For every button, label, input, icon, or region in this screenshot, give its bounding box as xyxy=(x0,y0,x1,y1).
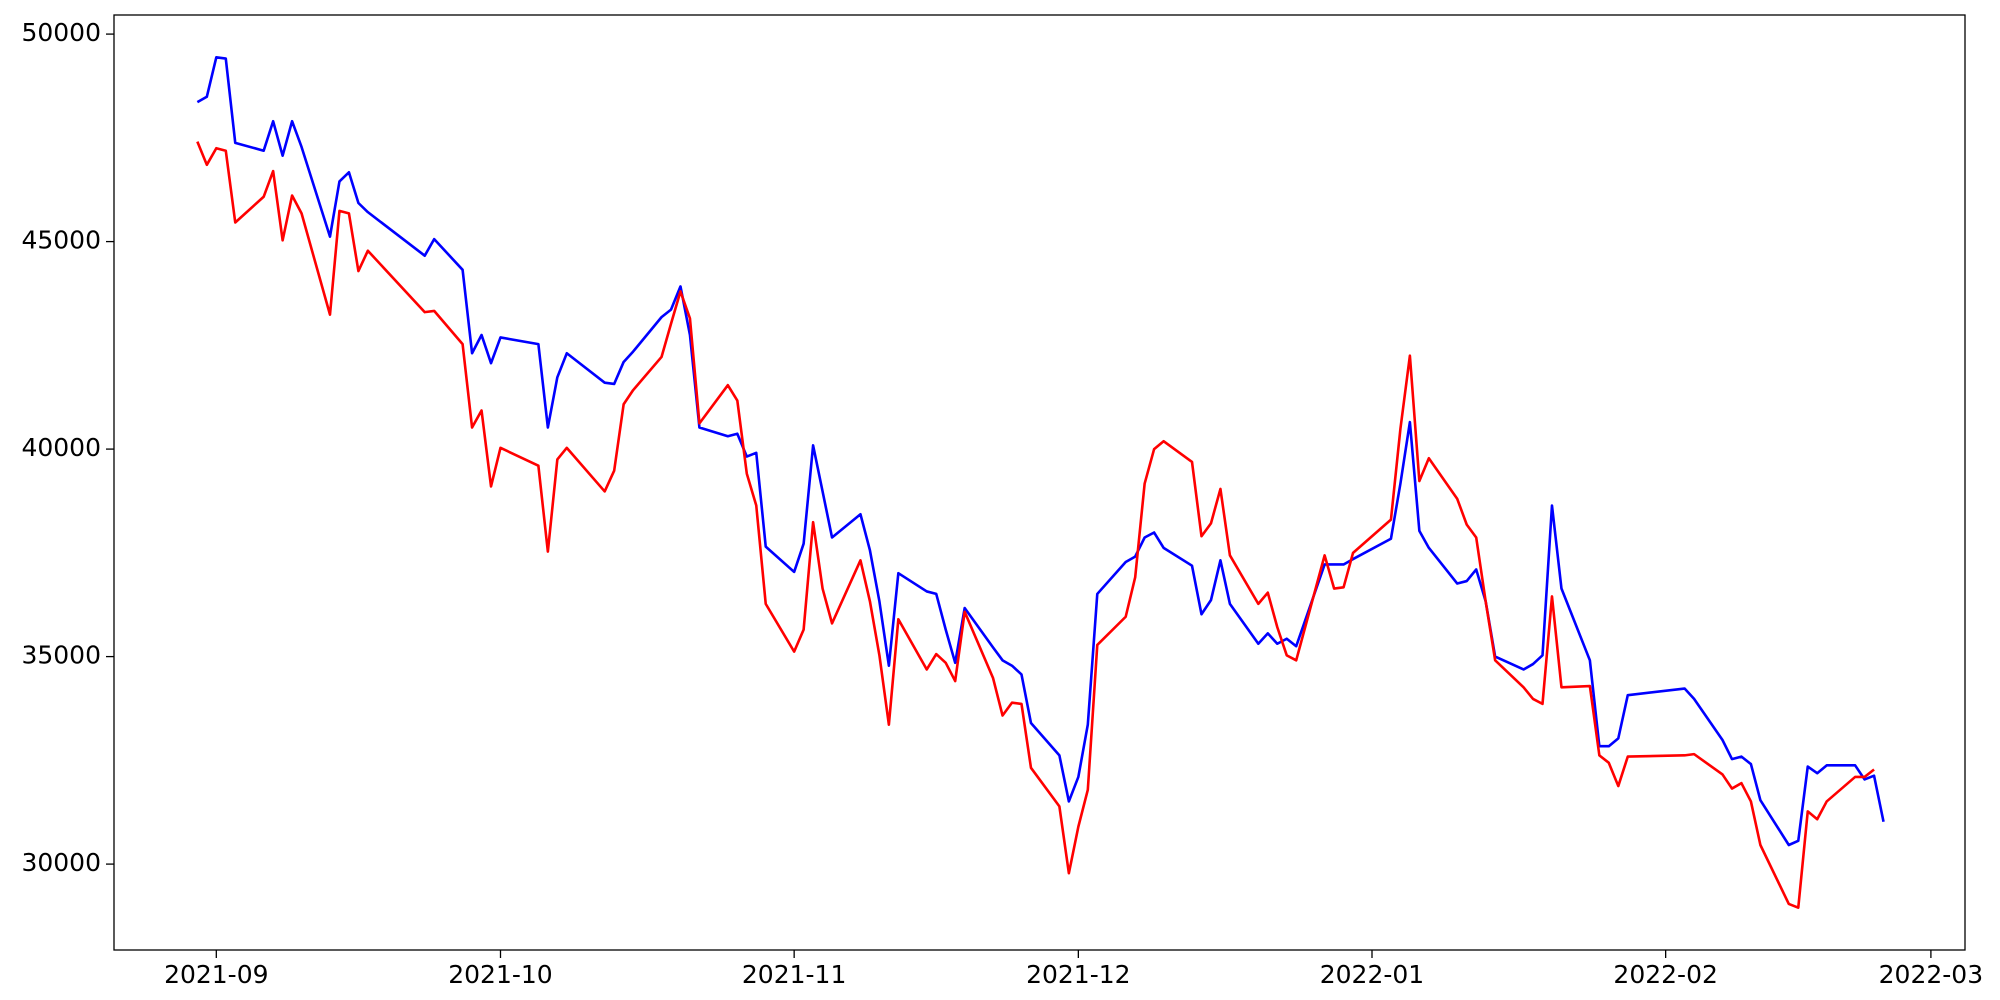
x-tick-label: 2022-01 xyxy=(1320,960,1424,989)
data-line xyxy=(196,56,1885,847)
x-tick-label: 2021-10 xyxy=(448,960,552,989)
y-tick-label: 30000 xyxy=(21,848,101,877)
y-tick-label: 45000 xyxy=(21,226,101,255)
x-tick-label: 2022-03 xyxy=(1879,960,1983,989)
data-line xyxy=(196,141,1875,909)
plot-frame xyxy=(113,14,1966,951)
y-tick-label: 35000 xyxy=(21,641,101,670)
x-tick-label: 2021-12 xyxy=(1026,960,1130,989)
x-tick-label: 2022-02 xyxy=(1613,960,1717,989)
y-tick-label: 40000 xyxy=(21,433,101,462)
x-tick-label: 2021-09 xyxy=(164,960,268,989)
y-tick-label: 50000 xyxy=(21,18,101,47)
x-tick-label: 2021-11 xyxy=(742,960,846,989)
